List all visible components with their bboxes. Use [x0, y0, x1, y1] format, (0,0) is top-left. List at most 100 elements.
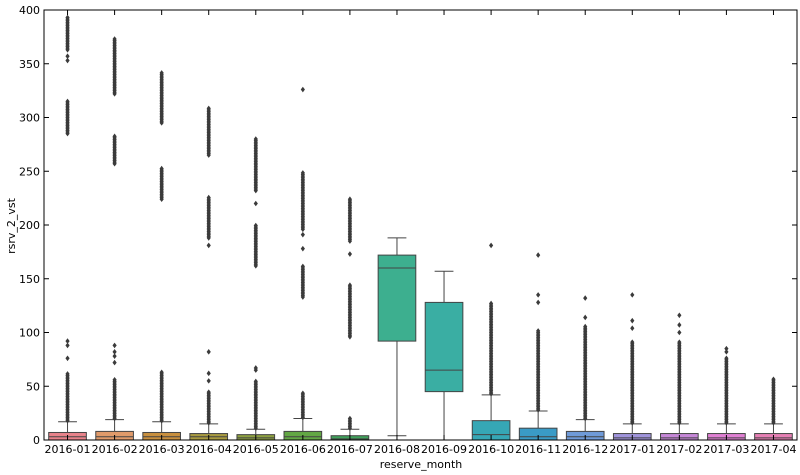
y-tick-label: 200: [19, 219, 40, 232]
outlier-point: [253, 200, 258, 207]
outlier-point: [159, 369, 164, 376]
x-axis-ticks: 2016-01 2016-02 2016-03 2016-04 2016-05 2016-…: [45, 10, 796, 456]
outlier-point: [300, 231, 305, 238]
outlier-point: [488, 242, 494, 249]
outlier-point: [488, 300, 494, 307]
box-group-2016-01: [48, 14, 87, 441]
x-tick-label: 2016-09: [421, 443, 467, 456]
outlier-point: [630, 292, 635, 298]
outlier-point: [206, 370, 211, 377]
x-tick-label: 2016-05: [233, 443, 279, 456]
outlier-point: [65, 342, 70, 349]
outlier-point: [583, 314, 588, 321]
outlier-point: [300, 390, 305, 397]
box-group-2016-05: [236, 136, 276, 441]
plot-border: [43, 9, 798, 441]
x-tick-label: 2016-10: [468, 443, 514, 456]
outlier-point: [677, 312, 682, 319]
box-group-2016-10: [471, 242, 511, 441]
outlier-point: [583, 295, 588, 301]
x-tick-label: 2016-04: [186, 443, 232, 456]
y-axis-label: rsrv_2_vst: [5, 197, 18, 254]
outlier-point: [300, 263, 305, 270]
outlier-point: [206, 349, 211, 355]
outlier-point: [630, 325, 635, 331]
x-tick-label: 2016-02: [92, 443, 138, 456]
x-tick-label: 2016-01: [45, 443, 91, 456]
outlier-point: [677, 322, 682, 328]
outlier-point: [724, 349, 729, 355]
outlier-point: [112, 342, 117, 349]
outlier-point: [65, 14, 70, 21]
plot-frame: [43, 9, 798, 441]
outlier-point: [347, 251, 353, 257]
outlier-point: [206, 389, 211, 395]
outlier-point: [65, 98, 70, 105]
y-tick-label: 150: [19, 273, 40, 286]
x-tick-label: 2017-03: [703, 443, 749, 456]
box-group-2016-06: [283, 86, 323, 441]
outlier-point: [300, 86, 305, 93]
outlier-point: [677, 329, 682, 336]
x-tick-label: 2016-12: [562, 443, 608, 456]
outlier-point: [300, 170, 305, 176]
x-tick-label: 2017-04: [750, 443, 796, 456]
box-group-2016-04: [189, 105, 229, 441]
x-tick-label: 2016-03: [139, 443, 185, 456]
outlier-point: [536, 328, 541, 334]
y-axis-ticks: 0 50 100 150 200 250 300 350 400: [19, 4, 797, 447]
outlier-point: [112, 133, 117, 140]
outlier-point: [65, 338, 70, 344]
outlier-point: [253, 222, 258, 229]
outlier-point: [253, 378, 258, 385]
y-tick-label: 100: [19, 327, 40, 340]
y-tick-label: 300: [19, 112, 40, 125]
outlier-point: [630, 339, 635, 345]
y-tick-label: 0: [33, 434, 40, 447]
outlier-point: [206, 194, 211, 201]
x-tick-label: 2016-08: [374, 443, 420, 456]
box-2016-09: [424, 301, 464, 393]
outlier-point: [536, 299, 541, 306]
outlier-point: [536, 292, 541, 298]
box-group-2017-04: [754, 376, 793, 441]
outlier-point: [536, 252, 541, 258]
box-group-2016-03: [142, 70, 181, 441]
outlier-point: [206, 242, 211, 249]
x-axis-label: reserve_month: [380, 458, 463, 471]
outlier-point: [65, 355, 70, 362]
outlier-point: [253, 365, 258, 371]
box-group-2016-02: [95, 36, 134, 441]
y-tick-label: 50: [26, 380, 40, 393]
outlier-point: [300, 245, 305, 252]
box-group-2016-08: [377, 237, 417, 437]
outlier-point: [347, 196, 353, 202]
x-tick-label: 2017-01: [609, 443, 655, 456]
outlier-point: [724, 345, 729, 352]
x-tick-label: 2016-06: [280, 443, 326, 456]
y-tick-label: 400: [19, 4, 40, 17]
box-group-2016-12: [565, 295, 605, 441]
box-group-2017-03: [707, 345, 746, 441]
x-tick-label: 2016-11: [515, 443, 561, 456]
outlier-point: [112, 359, 117, 366]
outlier-point: [65, 371, 70, 377]
outlier-point: [206, 105, 211, 112]
outlier-point: [347, 415, 353, 422]
y-tick-label: 350: [19, 58, 40, 71]
box-group-2016-09: [424, 270, 464, 441]
outlier-point: [206, 378, 211, 384]
outlier-point: [583, 323, 588, 330]
outlier-point: [253, 136, 258, 142]
outlier-point: [159, 165, 164, 172]
outlier-point: [112, 377, 117, 383]
outlier-point: [630, 317, 635, 324]
box-group-2017-01: [612, 292, 652, 441]
outlier-point: [65, 57, 70, 64]
outlier-point: [159, 70, 164, 76]
x-tick-label: 2016-07: [327, 443, 373, 456]
outlier-point: [112, 353, 117, 359]
box-2016-08: [377, 254, 417, 342]
outlier-point: [771, 376, 776, 383]
